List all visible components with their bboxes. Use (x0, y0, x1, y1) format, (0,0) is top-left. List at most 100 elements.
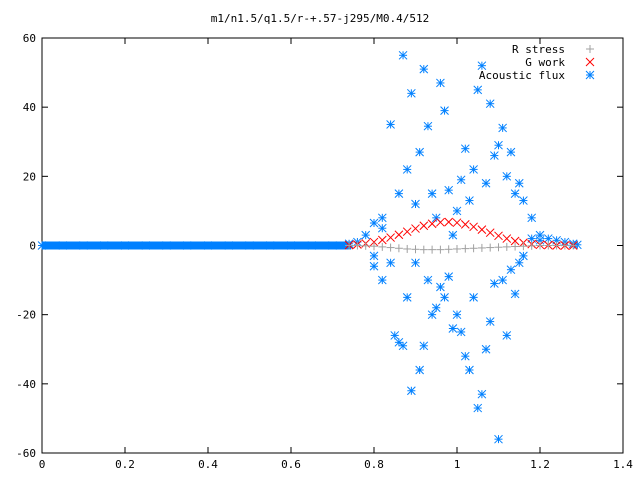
data-point (543, 234, 553, 243)
data-point (511, 242, 520, 251)
data-point (369, 261, 379, 271)
series-acoustic-flux (37, 50, 582, 444)
data-point (378, 242, 387, 251)
data-point (386, 120, 395, 129)
data-point (460, 220, 470, 229)
data-point (498, 123, 508, 133)
data-point (436, 245, 445, 254)
data-point (469, 222, 478, 232)
data-point (502, 234, 512, 243)
data-point (427, 310, 437, 320)
legend-label: R stress (512, 43, 565, 56)
data-point (473, 85, 483, 95)
data-point (428, 245, 437, 254)
x-tick-label: 0 (39, 458, 46, 471)
data-point (485, 228, 495, 238)
data-point (369, 218, 379, 228)
legend-marker (585, 70, 595, 80)
x-tick-label: 0.2 (115, 458, 135, 471)
legend-marker (586, 45, 594, 53)
data-point (394, 189, 404, 198)
data-point (477, 389, 487, 399)
data-point (489, 279, 499, 288)
series-g-work (344, 217, 578, 250)
data-point (452, 206, 462, 216)
data-point (427, 189, 437, 198)
legend-marker (585, 57, 595, 67)
data-point (377, 275, 387, 285)
y-tick-label: 60 (23, 32, 36, 45)
data-point (419, 245, 428, 254)
data-point (465, 196, 474, 205)
data-point (461, 244, 470, 253)
data-point (502, 331, 512, 340)
data-point (444, 272, 454, 281)
data-point (469, 165, 478, 174)
data-point (494, 243, 503, 252)
data-point (481, 178, 491, 188)
data-point (345, 241, 354, 250)
data-point (560, 241, 569, 250)
data-point (386, 233, 395, 242)
data-point (477, 225, 487, 234)
data-point (527, 241, 536, 250)
data-point (415, 147, 425, 157)
data-point (510, 289, 520, 299)
data-point (473, 403, 483, 413)
data-point (519, 242, 528, 251)
data-point (485, 317, 495, 326)
data-point (502, 242, 511, 251)
data-point (506, 147, 516, 157)
data-point (460, 144, 470, 154)
data-point (353, 241, 362, 250)
data-point (406, 386, 416, 396)
data-point (390, 331, 400, 340)
data-point (402, 227, 412, 237)
data-point (519, 196, 528, 205)
data-point (415, 365, 425, 375)
y-tick-label: 20 (23, 170, 36, 183)
data-point (460, 351, 470, 361)
data-point (394, 230, 404, 240)
data-point (448, 230, 458, 240)
data-point (494, 231, 503, 241)
data-point (402, 293, 412, 302)
series-group (37, 50, 582, 444)
data-point (436, 282, 445, 292)
data-point (411, 258, 420, 268)
chart-title: m1/n1.5/q1.5/r-+.57-j295/M0.4/512 (211, 12, 430, 25)
data-point (361, 241, 370, 250)
data-point (423, 121, 433, 131)
data-point (452, 310, 462, 320)
data-point (369, 237, 379, 247)
x-tick-label: 1 (454, 458, 461, 471)
y-tick-label: -60 (16, 447, 36, 460)
data-point (411, 199, 420, 209)
y-tick-label: -40 (16, 378, 36, 391)
x-tick-label: 0.8 (364, 458, 384, 471)
data-point (427, 219, 437, 229)
data-point (436, 78, 445, 88)
data-point (423, 275, 433, 285)
x-tick-label: 1.4 (613, 458, 633, 471)
data-point (394, 244, 403, 253)
data-point (536, 241, 544, 250)
data-point (377, 235, 387, 245)
data-point (514, 258, 524, 268)
data-point (398, 50, 408, 60)
data-point (369, 251, 379, 261)
data-point (377, 213, 387, 223)
data-point (465, 365, 474, 375)
legend-label: G work (525, 56, 565, 69)
data-point (494, 140, 503, 150)
y-tick-label: -20 (16, 309, 36, 322)
data-point (477, 243, 486, 252)
data-point (436, 217, 445, 227)
data-point (456, 175, 466, 185)
data-point (569, 241, 578, 250)
data-point (510, 236, 520, 246)
data-point (411, 245, 420, 254)
data-point (403, 244, 412, 253)
